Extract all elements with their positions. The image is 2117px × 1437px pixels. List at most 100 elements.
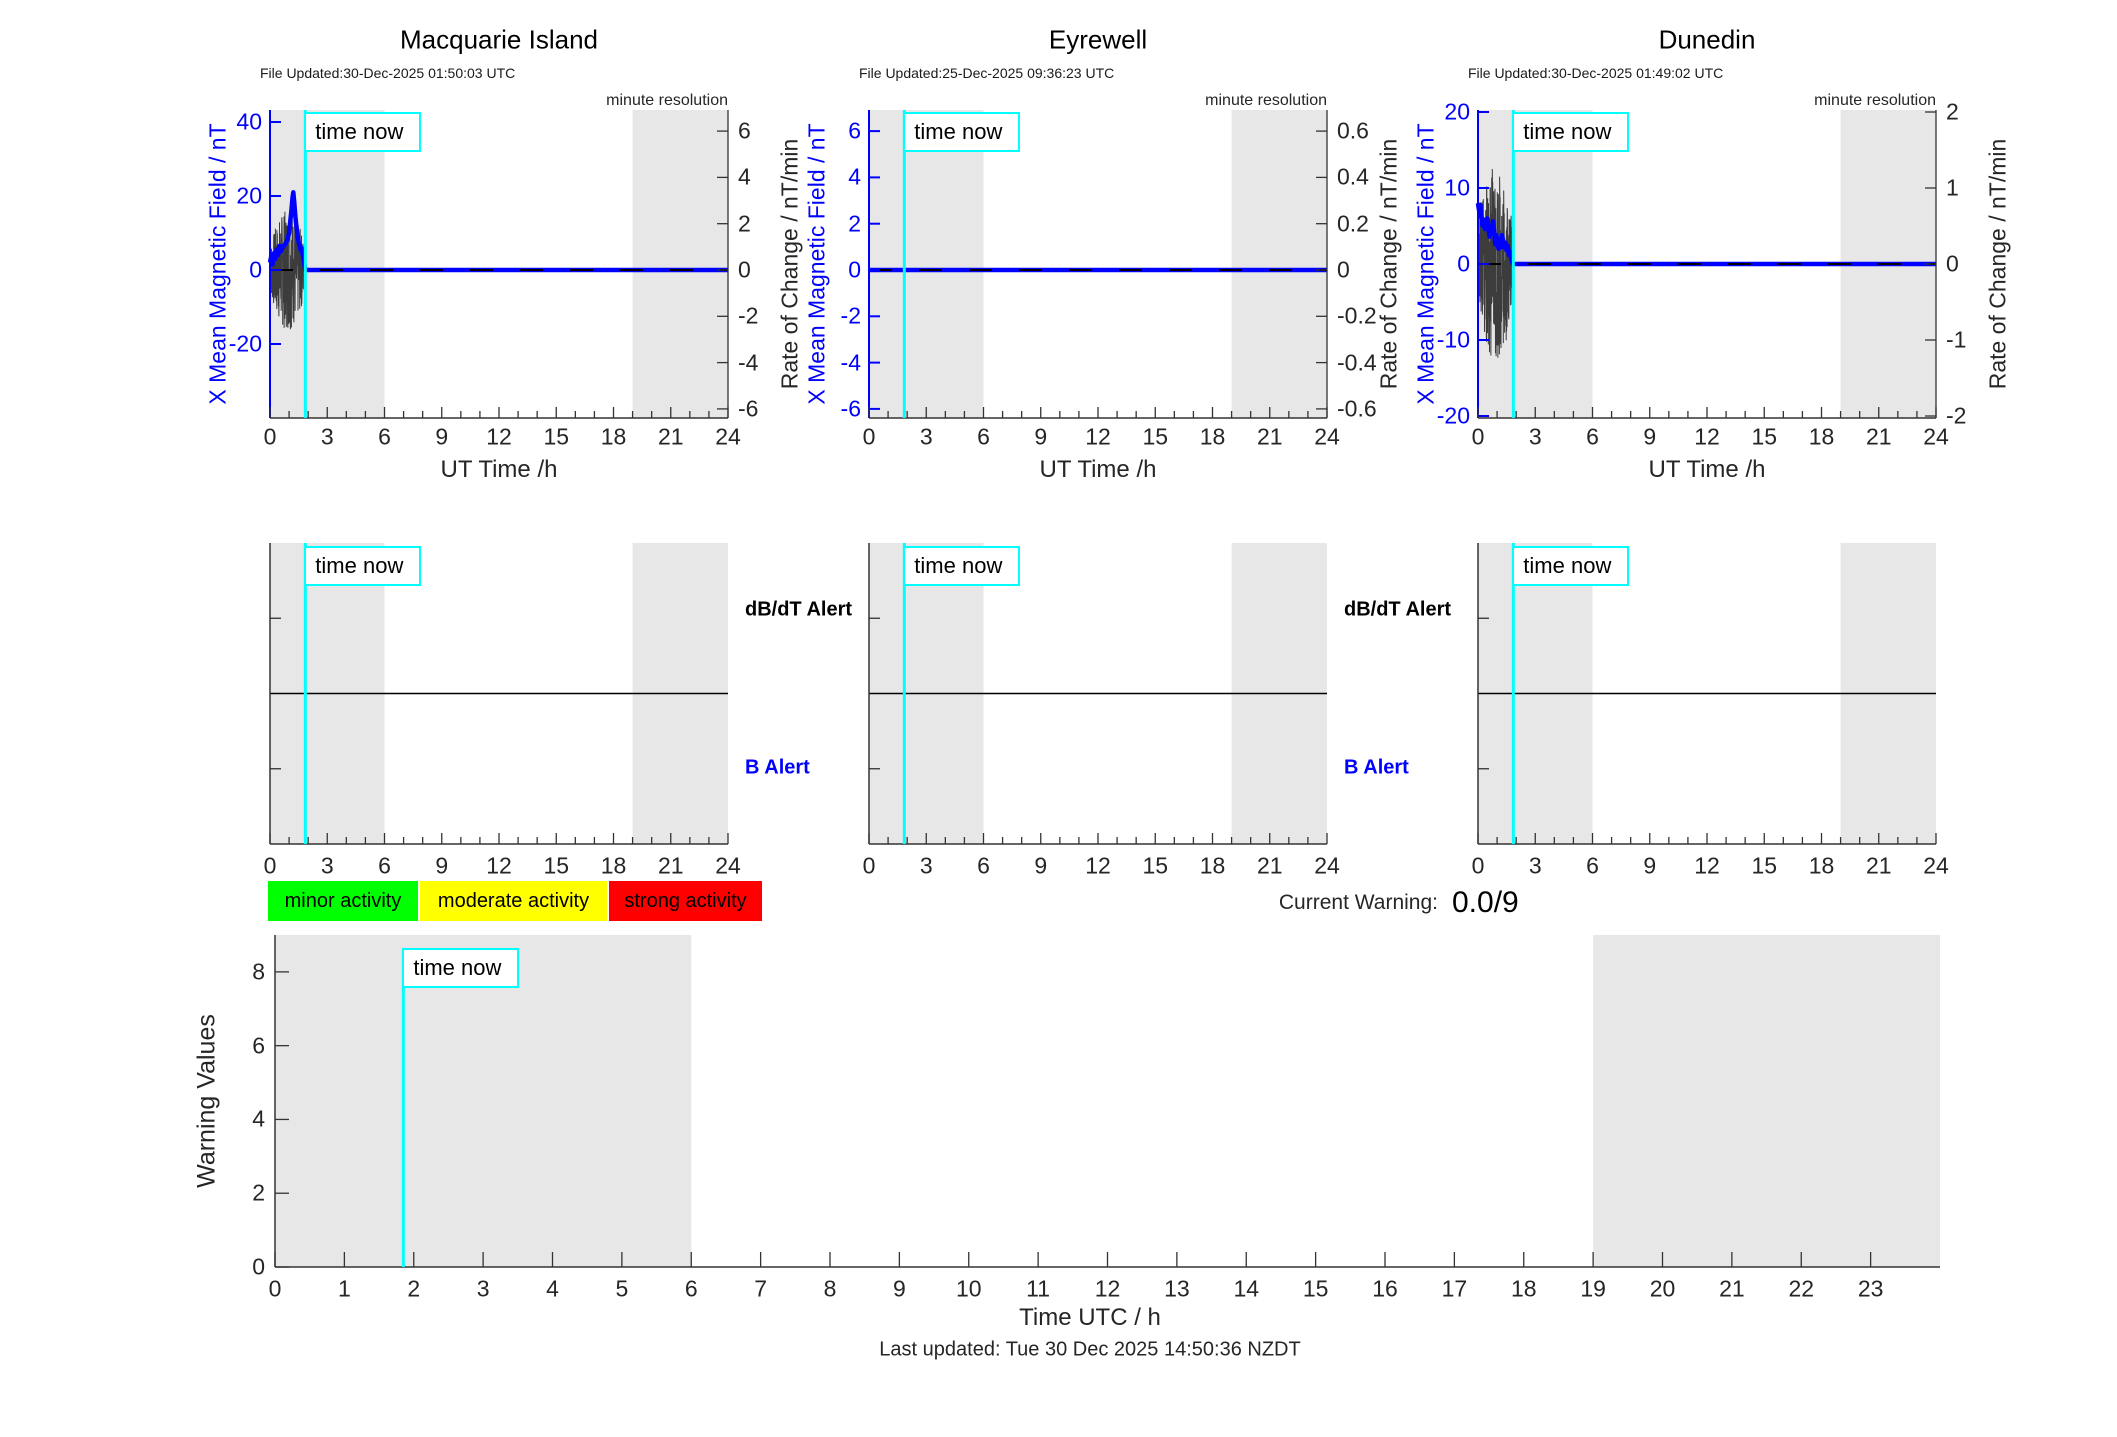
warning-x-axis-label: Time UTC / h [1019, 1304, 1161, 1331]
b-alert-label-eyrewell: B Alert [1344, 756, 1409, 779]
x-axis-tick-label: 3 [919, 423, 933, 450]
warning-x-tick-label: 17 [1441, 1275, 1468, 1302]
night-shading-band [869, 110, 984, 418]
x-axis-tick-label: 12 [486, 852, 512, 879]
warning-x-tick-label: 10 [955, 1275, 982, 1302]
x-axis-tick-label: 24 [715, 423, 741, 450]
warning-y-tick-label: 6 [252, 1032, 265, 1059]
warning-y-tick-label: 0 [252, 1253, 265, 1280]
x-axis-label-eyrewell: UT Time /h [1039, 456, 1157, 483]
x-axis-tick-label: 21 [1256, 852, 1283, 879]
right-axis-tick-label: -0.4 [1337, 349, 1377, 376]
x-axis-tick-label: 18 [1808, 423, 1835, 450]
time-now-box: time now [304, 112, 422, 152]
x-axis-tick-label: 9 [435, 423, 449, 450]
x-axis-tick-label: 21 [657, 852, 684, 879]
warning-x-tick-label: 18 [1510, 1275, 1537, 1302]
left-axis-tick-label: 0 [848, 256, 861, 283]
x-axis-tick-label: 18 [1199, 852, 1226, 879]
x-axis-label-macquarie: UT Time /h [440, 456, 558, 483]
left-axis-tick-label: -4 [840, 349, 861, 376]
x-axis-tick-label: 12 [1085, 852, 1111, 879]
x-axis-tick-label: 0 [1471, 423, 1485, 450]
time-now-box: time now [402, 948, 520, 988]
right-axis-tick-label: -4 [738, 349, 759, 376]
x-axis-tick-label: 21 [1865, 852, 1892, 879]
warning-y-tick-label: 2 [252, 1179, 265, 1206]
warning-y-tick-label: 8 [252, 958, 265, 985]
dbdt-alert-label-macquarie: dB/dT Alert [745, 598, 853, 621]
right-axis-tick-label: 1 [1946, 174, 1959, 201]
right-axis-tick-label: 4 [738, 163, 751, 190]
left-axis-tick-label: 0 [249, 256, 262, 283]
x-axis-tick-label: 0 [1471, 852, 1485, 879]
x-axis-tick-label: 3 [320, 423, 334, 450]
x-axis-tick-label: 9 [1034, 852, 1048, 879]
warning-x-tick-label: 9 [892, 1275, 906, 1302]
x-axis-tick-label: 6 [977, 423, 990, 450]
right-axis-tick-label: -0.6 [1337, 395, 1377, 422]
warning-x-tick-label: 2 [407, 1275, 421, 1302]
x-axis-tick-label: 6 [378, 423, 391, 450]
legend-minor-activity: minor activity [268, 881, 418, 921]
warning-x-tick-label: 8 [823, 1275, 837, 1302]
warning-y-tick-label: 4 [252, 1105, 265, 1132]
x-axis-tick-label: 0 [862, 852, 876, 879]
legend-moderate-activity: moderate activity [420, 881, 607, 921]
x-axis-tick-label: 21 [1256, 423, 1283, 450]
right-axis-tick-label: 6 [738, 117, 751, 144]
warning-x-tick-label: 22 [1788, 1275, 1815, 1302]
x-axis-tick-label: 18 [600, 852, 627, 879]
left-axis-tick-label: -20 [228, 330, 262, 357]
right-axis-tick-label: 2 [738, 210, 751, 237]
x-axis-tick-label: 6 [1586, 423, 1599, 450]
right-axis-tick-label: -0.2 [1337, 302, 1377, 329]
warning-x-tick-label: 4 [546, 1275, 559, 1302]
x-axis-tick-label: 6 [1586, 852, 1599, 879]
resolution-note-macquarie: minute resolution [606, 92, 728, 109]
station-title-dunedin: Dunedin [1658, 24, 1756, 55]
x-axis-tick-label: 6 [977, 852, 990, 879]
current-warning-value: 0.0/9 [1452, 886, 1519, 919]
time-now-box: time now [1512, 112, 1630, 152]
legend-strong-activity: strong activity [609, 881, 762, 921]
resolution-note-dunedin: minute resolution [1814, 92, 1936, 109]
left-axis-tick-label: -20 [1436, 402, 1470, 429]
x-axis-tick-label: 0 [862, 423, 876, 450]
warning-x-tick-label: 13 [1164, 1275, 1190, 1302]
last-updated-text: Last updated: Tue 30 Dec 2025 14:50:36 N… [879, 1338, 1301, 1361]
night-shading-band [632, 110, 728, 418]
right-axis-tick-label: 0.6 [1337, 117, 1369, 144]
warning-x-tick-label: 23 [1857, 1275, 1884, 1302]
time-now-box: time now [903, 112, 1021, 152]
x-axis-tick-label: 21 [657, 423, 684, 450]
y-axis-label-left-eyrewell: X Mean Magnetic Field / nT [803, 123, 830, 405]
dbdt-alert-label-eyrewell: dB/dT Alert [1344, 598, 1452, 621]
x-axis-tick-label: 15 [1751, 852, 1778, 879]
warning-x-tick-label: 19 [1580, 1275, 1606, 1302]
x-axis-tick-label: 0 [263, 423, 277, 450]
b-alert-label-macquarie: B Alert [745, 756, 810, 779]
left-axis-tick-label: -2 [840, 302, 861, 329]
warning-x-tick-label: 3 [476, 1275, 490, 1302]
warning-x-tick-label: 14 [1233, 1275, 1260, 1302]
resolution-note-eyrewell: minute resolution [1205, 92, 1327, 109]
x-axis-tick-label: 12 [486, 423, 512, 450]
night-shading-band [275, 935, 692, 1267]
x-axis-tick-label: 24 [1923, 423, 1949, 450]
x-axis-tick-label: 3 [320, 852, 334, 879]
left-axis-tick-label: 6 [848, 117, 861, 144]
right-axis-tick-label: 0 [738, 256, 751, 283]
x-axis-label-dunedin: UT Time /h [1648, 456, 1766, 483]
warning-x-tick-label: 21 [1719, 1275, 1745, 1302]
warning-x-tick-label: 15 [1302, 1275, 1329, 1302]
y-axis-label-right-macquarie: Rate of Change / nT/min [776, 138, 803, 390]
x-axis-tick-label: 12 [1694, 852, 1720, 879]
left-axis-tick-label: -6 [840, 395, 861, 422]
time-now-box: time now [1512, 546, 1630, 586]
right-axis-tick-label: 2 [1946, 98, 1959, 125]
left-axis-tick-label: 40 [236, 108, 262, 135]
x-axis-tick-label: 15 [543, 423, 570, 450]
x-axis-tick-label: 3 [1528, 423, 1542, 450]
